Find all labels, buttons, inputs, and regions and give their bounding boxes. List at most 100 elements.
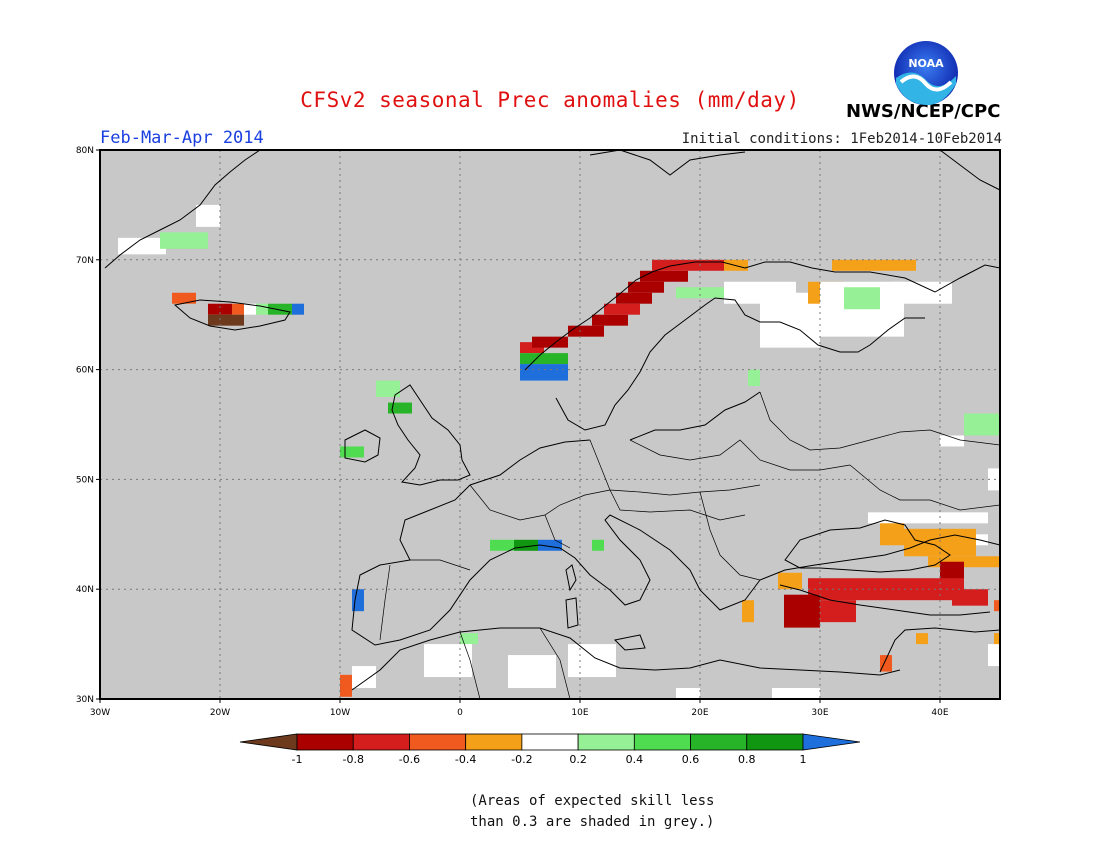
anomaly-cell-14 xyxy=(352,589,364,612)
colorbar-label: 1 xyxy=(800,753,807,766)
map-background xyxy=(100,150,1000,699)
border-4 xyxy=(609,489,746,521)
anomaly-cell-43 xyxy=(844,287,880,310)
colorbar-box xyxy=(465,733,523,751)
anomaly-cell-29 xyxy=(568,325,604,337)
coastline-north-africa xyxy=(351,627,901,691)
colorbar-label: 0.8 xyxy=(738,753,756,766)
lat-tick-label: 30N xyxy=(76,695,94,705)
anomaly-cell-30 xyxy=(592,314,628,326)
anomaly-cell-50 xyxy=(904,528,976,557)
anomaly-cell-32 xyxy=(616,292,652,304)
colorbar-box xyxy=(746,733,804,751)
anomaly-cell-12 xyxy=(388,402,412,414)
coastline-baltic xyxy=(629,391,761,441)
map-frame xyxy=(99,149,1001,700)
anomaly-cell-21 xyxy=(460,633,478,645)
anomaly-cell-7 xyxy=(256,303,268,315)
anomaly-cell-63 xyxy=(988,644,1000,667)
initial-conditions: Initial conditions: 1Feb2014-10Feb2014 xyxy=(681,131,1002,147)
anomaly-cell-62 xyxy=(880,655,892,672)
border-5 xyxy=(629,439,851,471)
coastline-iceland xyxy=(173,299,291,331)
anomaly-cell-31 xyxy=(604,303,640,315)
skill-note: (Areas of expected skill less than 0.3 a… xyxy=(470,791,714,833)
border-7 xyxy=(759,391,1001,451)
lon-tick-label: 10E xyxy=(571,708,588,718)
lon-tick-label: 40E xyxy=(931,708,948,718)
colorbar-box xyxy=(521,733,579,751)
anomaly-cell-26 xyxy=(520,353,568,365)
anomaly-cell-22 xyxy=(424,644,472,678)
anomaly-cell-56 xyxy=(778,572,802,590)
anomaly-cell-44 xyxy=(892,281,952,304)
lon-tick-label: 0 xyxy=(457,708,463,718)
colorbar-box xyxy=(296,733,354,751)
coastline-levant xyxy=(879,627,1001,673)
anomaly-cell-52 xyxy=(976,534,988,546)
anomaly-cell-11 xyxy=(376,380,400,398)
forecast-period: Feb-Mar-Apr 2014 xyxy=(100,128,264,148)
skill-note-line-2: than 0.3 are shaded in grey.) xyxy=(470,814,715,830)
colorbar-label: -0.2 xyxy=(511,753,532,766)
coastline-scandinavia xyxy=(524,261,1001,371)
anomaly-cell-10 xyxy=(208,314,244,326)
anomaly-cell-33 xyxy=(628,281,664,293)
coastline-continent xyxy=(351,439,1001,646)
map-gridlines xyxy=(100,150,1000,699)
colorbar-label: 0.6 xyxy=(682,753,700,766)
colorbar-label: 0.4 xyxy=(626,753,644,766)
border-6 xyxy=(699,491,761,581)
anomaly-cell-6 xyxy=(244,303,256,315)
anomaly-cell-16 xyxy=(352,666,376,689)
border-11 xyxy=(459,631,481,700)
colorbar-label: -0.6 xyxy=(399,753,420,766)
lat-tick-label: 50N xyxy=(76,475,94,485)
longitude-tick-labels: 30W 20W 10W 0 10E 20E 30E 40E xyxy=(90,699,949,718)
lon-tick-label: 20W xyxy=(210,708,230,718)
colorbar-box xyxy=(409,733,467,751)
skill-note-line-1: (Areas of expected skill less xyxy=(470,793,715,809)
anomaly-cell-51 xyxy=(880,523,904,546)
anomaly-cell-35 xyxy=(652,259,724,271)
latitude-tick-labels: 30N 40N 50N 60N 70N 80N xyxy=(76,146,100,705)
anomaly-cell-58 xyxy=(820,600,856,623)
coastline-uk xyxy=(391,384,471,486)
lat-tick-label: 60N xyxy=(76,366,94,376)
anomaly-cell-66 xyxy=(772,688,820,699)
anomaly-cell-1 xyxy=(160,232,208,249)
anomaly-cell-17 xyxy=(490,539,514,551)
coastline-sardinia xyxy=(565,597,579,629)
anomaly-cell-67 xyxy=(676,688,700,699)
colorbar: -1 -0.8 -0.6 -0.4 -0.2 0.2 0.4 0.6 0.8 1 xyxy=(239,733,861,766)
border-8 xyxy=(849,464,1001,511)
anomaly-cell-5 xyxy=(232,303,244,315)
colorbar-label: -0.8 xyxy=(342,753,363,766)
coastline-turkey xyxy=(779,584,991,616)
anomaly-cell-2 xyxy=(196,204,220,227)
lon-tick-label: 30E xyxy=(811,708,828,718)
anomaly-cell-3 xyxy=(172,292,196,304)
border-2 xyxy=(544,514,571,549)
lon-tick-label: 20E xyxy=(691,708,708,718)
border-3 xyxy=(589,439,761,496)
anomaly-cell-61 xyxy=(916,633,928,645)
border-9 xyxy=(410,559,471,571)
anomaly-cell-60 xyxy=(742,600,754,623)
anomaly-cell-15 xyxy=(340,674,352,697)
coastline-sicily xyxy=(613,634,646,651)
coastline-novaya-zemlya xyxy=(939,149,1001,191)
chart-title: CFSv2 seasonal Prec anomalies (mm/day) xyxy=(300,88,800,112)
anomaly-cell-41 xyxy=(832,259,916,271)
anomaly-cell-4 xyxy=(208,303,232,315)
colorbar-low-arrow xyxy=(239,733,298,751)
anomaly-cell-18 xyxy=(514,539,538,551)
anomaly-cell-28 xyxy=(532,336,568,348)
lat-tick-label: 40N xyxy=(76,585,94,595)
anomaly-cell-59 xyxy=(952,589,988,606)
anomaly-cell-0 xyxy=(118,237,166,255)
colorbar-box xyxy=(352,733,410,751)
anomaly-cell-45 xyxy=(748,369,760,387)
country-borders xyxy=(379,391,1001,700)
